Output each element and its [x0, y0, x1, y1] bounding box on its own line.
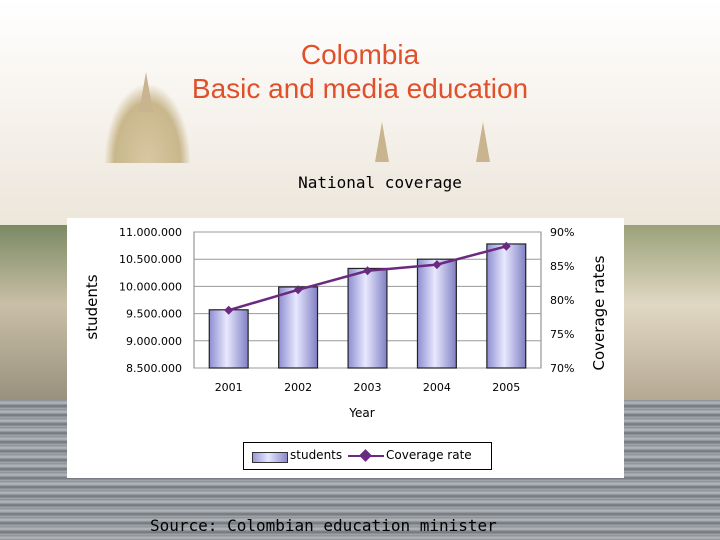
chart-title: National coverage: [298, 173, 462, 192]
y-tick-label-right: 90%: [550, 226, 574, 239]
y-tick-label-left: 9.500.000: [126, 308, 182, 321]
legend-marker-coverage: [359, 449, 372, 462]
point-coverage-rate: [363, 266, 372, 276]
y-tick-label-left: 8.500.000: [126, 362, 182, 375]
y-tick-label-left: 10.500.000: [119, 253, 182, 266]
x-tick-label: 2003: [354, 381, 382, 394]
source-note: Source: Colombian education minister: [150, 516, 497, 535]
town-left: [0, 225, 70, 425]
y-tick-label-left: 11.000.000: [119, 226, 182, 239]
x-axis-title: Year: [348, 406, 374, 420]
bar-students: [278, 286, 319, 369]
town-right: [620, 225, 720, 425]
steeple: [375, 122, 389, 162]
bar-students: [347, 267, 388, 369]
point-coverage-rate: [501, 241, 511, 251]
y-tick-label-left: 9.000.000: [126, 335, 182, 348]
slide-title-line-1: Colombia: [300, 39, 420, 70]
y-tick-label-left: 10.000.000: [119, 280, 182, 293]
point-coverage-rate: [432, 260, 442, 270]
x-tick-label: 2004: [423, 381, 451, 394]
y-tick-label-right: 85%: [550, 260, 574, 273]
chart-legend: students Coverage rate: [243, 442, 492, 470]
point-coverage-rate: [224, 305, 234, 315]
legend-label-coverage: Coverage rate: [386, 448, 472, 462]
y-tick-label-right: 70%: [550, 362, 574, 375]
bar-students: [416, 258, 457, 369]
slide-title-line-2: Basic and media education: [191, 73, 529, 104]
steeple: [139, 72, 153, 112]
x-tick-label: 2002: [284, 381, 312, 394]
y-tick-label-right: 80%: [550, 294, 574, 307]
slide-title: Colombia Basic and media education: [0, 38, 720, 106]
legend-swatch-students: [252, 452, 288, 463]
bar-students: [208, 309, 249, 369]
point-coverage-rate: [293, 285, 303, 295]
x-tick-label: 2005: [492, 381, 520, 394]
legend-label-students: students: [290, 448, 343, 462]
y-tick-label-right: 75%: [550, 328, 574, 341]
steeple: [476, 122, 490, 162]
x-tick-label: 2001: [215, 381, 243, 394]
bar-students: [486, 243, 527, 369]
